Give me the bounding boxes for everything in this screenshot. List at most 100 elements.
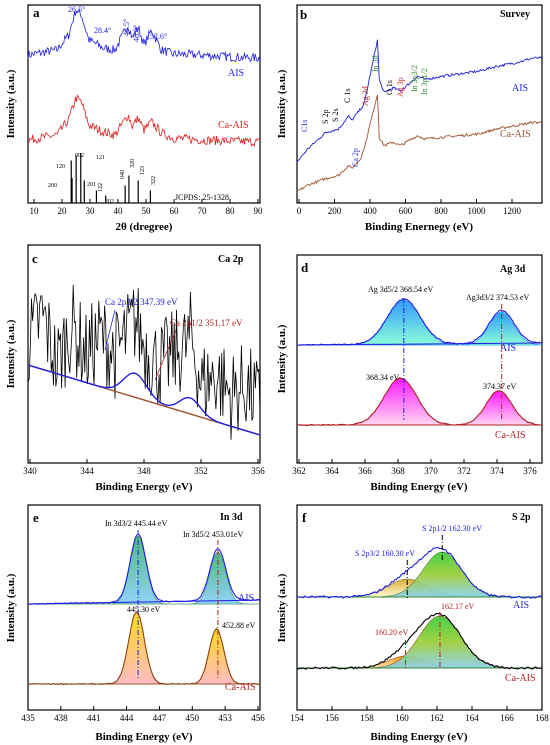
panel-b-x-tick-label: 600: [399, 206, 413, 216]
panel-a-reference-lines: [70, 153, 151, 203]
panel-e-label-ca-ais: Ca-AIS: [225, 682, 256, 693]
panel-a-x-tick-label: 70: [198, 206, 208, 216]
panel-e-x-tick-label: 450: [186, 713, 200, 723]
panel-b-x-tick-label: 1200: [503, 206, 522, 216]
panel-c-ylabel: Intensity (a.u.): [5, 319, 17, 388]
panel-d-series: [296, 298, 543, 427]
panel-d-x-tick-label: 362: [292, 466, 306, 476]
hkl-322: 322: [151, 176, 157, 185]
panel-a-label-ais: AIS: [228, 68, 244, 79]
panel-a-peak-28-4: 28.4°: [94, 26, 111, 35]
fit-envelope-line: [296, 546, 543, 599]
survey-line-ais: [296, 39, 543, 163]
panel-a-x-tick-label: 90: [254, 206, 264, 216]
panel-a-xlabel: 2θ (dregree): [116, 221, 173, 233]
ca2p-raw-line: [27, 284, 261, 440]
panel-f-title: S 2p: [512, 512, 531, 523]
hkl-040: 040: [120, 170, 126, 179]
panel-c-title: Ca 2p: [218, 254, 244, 265]
hkl-122: 122: [98, 183, 104, 192]
panel-f-x-tick-label: 162: [430, 713, 444, 723]
survey-line-ca-ais: [296, 94, 543, 192]
panel-a-x-tick-label: 30: [86, 206, 96, 216]
panel-a-label-ca-ais: Ca-AIS: [218, 120, 249, 131]
panel-e-x-tick-label: 441: [87, 713, 101, 723]
panel-d-ca-p2: 374.37 eV: [483, 382, 517, 391]
panel-e: e In 3d In 3d3/2 445.44 eV In 3d5/2 453.…: [5, 504, 265, 743]
panel-b-letter: b: [300, 7, 307, 22]
panel-a-peak-52-6: 52.6°: [150, 32, 167, 41]
panel-b-peak-labels: C1s S 2p S 2s C 1s Ca 2p Ag 3d In 3d O 1…: [300, 55, 429, 167]
panel-c-x-tick-label: 344: [80, 466, 94, 476]
panel-a-x-ticks: 10 20 30 40 50 60 70 80 90: [30, 199, 264, 216]
panel-d-ca-p1: 368.34 eV: [366, 373, 400, 382]
panel-f-label-ca-ais: Ca-AIS: [505, 673, 536, 684]
panel-c-peak1-label: Ca 2p3/2 347.39 eV: [105, 297, 178, 307]
hkl-200: 200: [48, 183, 57, 189]
panel-c: c Ca 2p Ca 2p3/2 347.39 eV Ca 2p1/2 351.…: [5, 244, 265, 493]
xrd-line-ca-ais: [27, 94, 261, 148]
panel-a: a 26.5° 28.4° 44.5° 48.0° 52.6° AIS Ca-A…: [5, 4, 264, 233]
panel-b-label-ais: AIS: [512, 83, 528, 94]
panel-e-x-tick-label: 456: [251, 713, 265, 723]
panel-f-ais-p2: S 2p1/2 162.30 eV: [422, 524, 482, 533]
panel-a-peak-44-5: 44.5°: [122, 19, 131, 36]
fit-envelope-line: [27, 611, 261, 686]
b-label-o1s: O 1s: [385, 80, 394, 95]
panel-c-series: [27, 284, 261, 440]
panel-f-x-tick-label: 154: [290, 713, 304, 723]
fit-envelope-line: [27, 533, 260, 605]
panel-d-x-tick-label: 372: [457, 466, 471, 476]
panel-e-x-tick-label: 435: [21, 713, 35, 723]
hkl-201: 201: [87, 182, 96, 188]
panel-e-ais-p1: In 3d3/2 445.44 eV: [105, 519, 167, 528]
panel-f: f S 2p S 2p3/2 160.30 eV S 2p1/2 162.30 …: [276, 504, 549, 743]
hkl-121: 121: [96, 155, 105, 161]
hkl-002: 002: [75, 153, 84, 159]
panel-d-x-tick-label: 374: [490, 466, 504, 476]
panel-d-frame: [296, 254, 543, 464]
panel-e-x-tick-label: 453: [218, 713, 232, 723]
panel-b-title: Survey: [500, 9, 530, 20]
panel-e-title: In 3d: [220, 512, 243, 523]
panel-e-ca-p1: 445.30 eV: [127, 605, 161, 614]
b-label-in3d: In 3d: [371, 55, 380, 72]
panel-c-peak2-label: Ca 2p1/2 351.17 eV: [170, 318, 243, 328]
panel-f-ais-p1: S 2p3/2 160.30 eV: [355, 549, 415, 558]
panel-a-hkl-labels: 120 200 002 121 201 122 202 040 320 123 …: [48, 153, 157, 205]
panel-b-x-tick-label: 800: [434, 206, 448, 216]
b-label-in3p12: In 3p1/2: [420, 68, 429, 95]
panel-a-x-tick-label: 40: [114, 206, 124, 216]
fit-component-peak: [297, 615, 542, 669]
panel-a-x-tick-label: 20: [58, 206, 68, 216]
panel-f-x-tick-label: 166: [500, 713, 514, 723]
panel-b-ylabel: Intensity (a.u.): [276, 69, 288, 138]
panel-f-x-tick-label: 168: [535, 713, 549, 723]
panel-a-x-tick-label: 10: [30, 206, 40, 216]
panel-a-ylabel: Intensity (a.u.): [5, 69, 17, 138]
panel-f-label-ais: AIS: [513, 600, 529, 611]
b-label-c1s: C1s: [300, 120, 309, 132]
panel-d-ais-p1: Ag 3d5/2 368.54 eV: [368, 285, 434, 294]
panel-a-x-tick-label: 60: [170, 206, 180, 216]
panel-c-letter: c: [32, 251, 38, 266]
panel-e-label-ais: AIS: [238, 593, 254, 604]
panel-f-xlabel: Binding Energy (eV): [370, 731, 468, 743]
panel-a-peak-48-0: 48.0°: [132, 25, 141, 42]
fit-envelope-line: [296, 612, 543, 670]
panel-a-jcpds: JCPDS: 25-1328: [175, 193, 229, 202]
panel-b-x-tick-label: 200: [328, 206, 342, 216]
panel-f-frame: [296, 504, 543, 711]
panel-e-x-tick-label: 438: [54, 713, 68, 723]
b-label-ca2p: Ca 2p: [351, 148, 360, 167]
panel-d-x-tick-label: 370: [424, 466, 438, 476]
panel-e-ais-p2: In 3d5/2 453.01eV: [183, 530, 243, 539]
hkl-123: 123: [140, 166, 146, 175]
ca2p-peak1-leader: [104, 309, 116, 351]
panel-e-letter: e: [33, 510, 39, 525]
b-label-c1s-b: C 1s: [343, 89, 352, 103]
panel-f-series: [296, 535, 543, 670]
panel-e-ylabel: Intensity (a.u.): [5, 573, 17, 642]
panel-b-label-ca-ais: Ca-AIS: [500, 129, 531, 140]
b-label-ag3d: Ag 3d: [361, 86, 370, 106]
